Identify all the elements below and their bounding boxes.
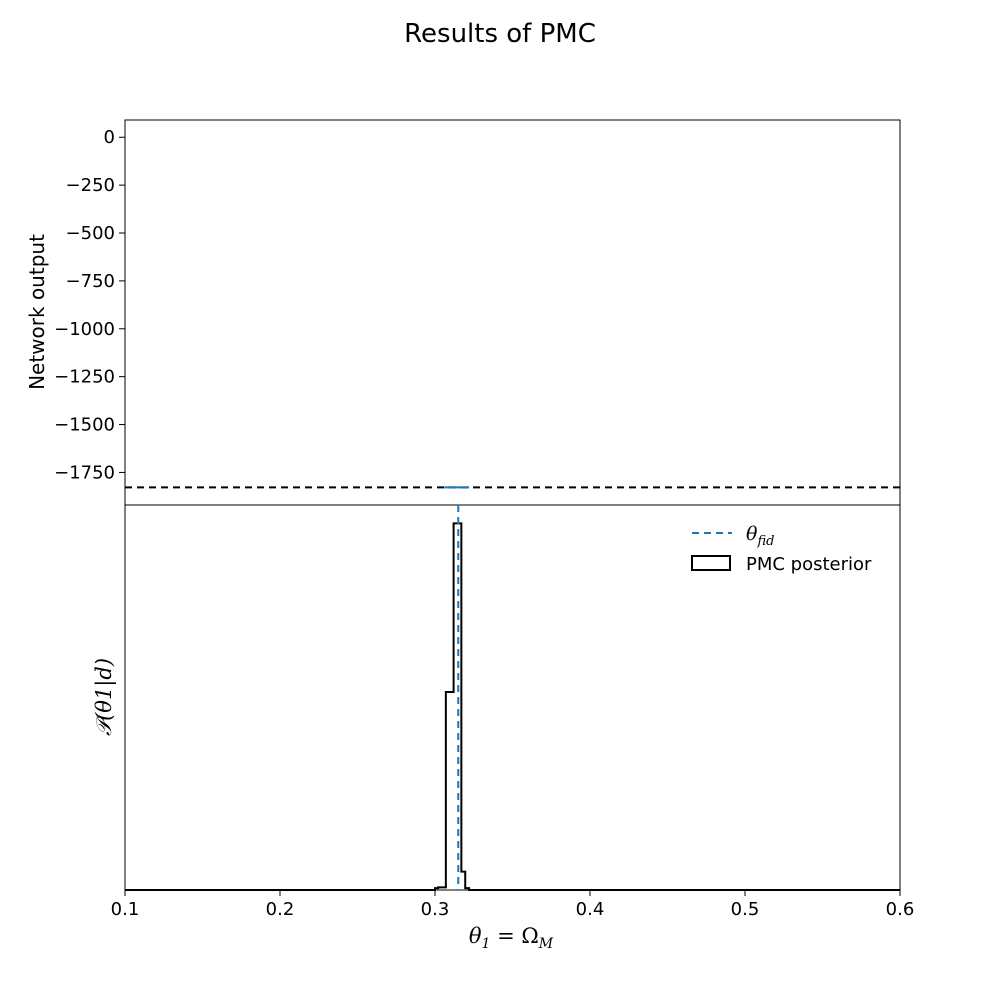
bottom-x-axis-label: θ1 = ΩM — [469, 924, 554, 952]
top-y-tick-label: −1000 — [54, 319, 115, 340]
bottom-x-tick-label: 0.5 — [731, 899, 760, 920]
top-y-tick-label: −750 — [66, 271, 115, 292]
top-y-tick-label: −500 — [66, 223, 115, 244]
legend-posterior-swatch — [691, 555, 731, 571]
top-axes-frame — [124, 119, 901, 506]
chart-title: Results of PMC — [404, 19, 596, 49]
top-y-tick-label: −1250 — [54, 367, 115, 388]
bottom-x-tick-label: 0.4 — [576, 899, 605, 920]
legend-posterior-label: PMC posterior — [746, 554, 872, 575]
legend: θfid PMC posterior — [691, 523, 872, 575]
bottom-x-ticks: 0.1 0.2 0.3 0.4 0.5 0.6 — [111, 890, 915, 920]
legend-fid-label: θfid — [746, 523, 774, 549]
top-panel: 0 −250 −500 −750 −1000 −1250 −1500 −1750 Networ… — [25, 119, 901, 506]
top-y-ticks: 0 −250 −500 −750 −1000 −1250 −1500 −1750 — [54, 127, 125, 483]
top-y-tick-label: −1750 — [54, 462, 115, 483]
top-y-tick-label: −250 — [66, 175, 115, 196]
top-y-tick-label: −1500 — [54, 415, 115, 436]
bottom-panel: 0.1 0.2 0.3 0.4 0.5 0.6 θ1 = ΩM 𝒫(θ1|d) θfid … — [92, 504, 915, 952]
bottom-x-tick-label: 0.2 — [266, 899, 295, 920]
bottom-y-axis-label: 𝒫(θ1|d) — [92, 658, 117, 736]
bottom-x-tick-label: 0.6 — [886, 899, 915, 920]
bottom-x-tick-label: 0.3 — [421, 899, 450, 920]
bottom-x-tick-label: 0.1 — [111, 899, 140, 920]
top-y-tick-label: 0 — [104, 127, 115, 148]
bottom-plot-area — [125, 505, 900, 891]
posterior-histogram — [125, 522, 900, 891]
top-y-axis-label: Network output — [25, 234, 49, 390]
